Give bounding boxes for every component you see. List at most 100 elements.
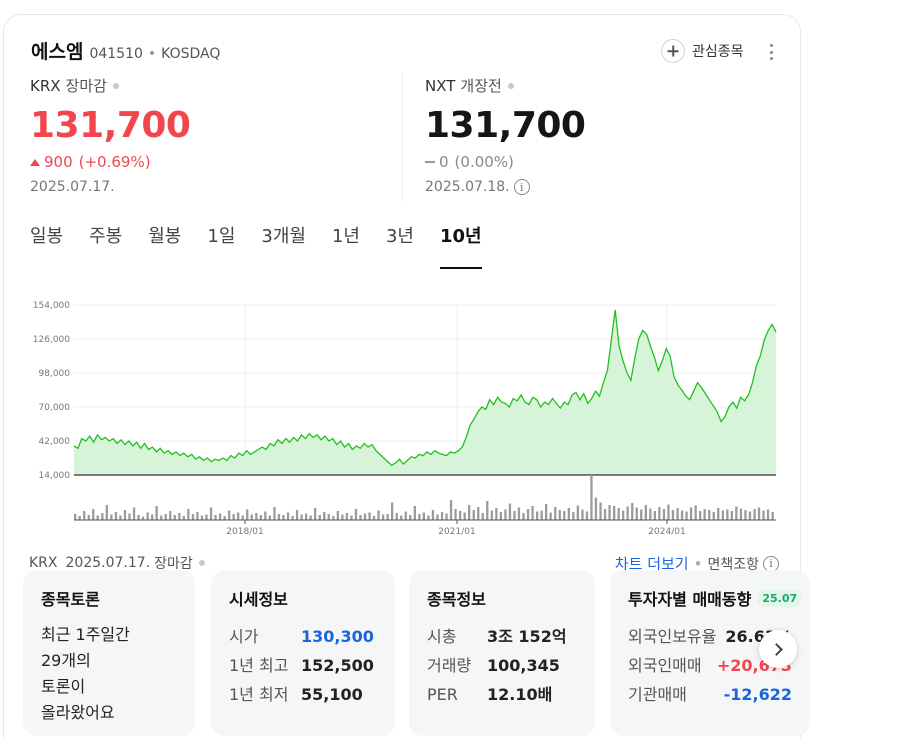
tab-weekly[interactable]: 주봉: [89, 226, 123, 247]
plus-icon: [661, 39, 685, 63]
volume-bar: [436, 514, 439, 520]
krx-quote: KRX 장마감 131,700 900 (+0.69%) 2025.07.17.: [30, 75, 191, 195]
more-chart-link[interactable]: 차트 더보기: [614, 555, 689, 573]
add-favorite-button[interactable]: 관심종목: [661, 39, 744, 63]
volume-bar: [536, 511, 539, 520]
volume-bar: [187, 509, 190, 520]
stock-info-card[interactable]: 종목정보 시총 3조 152억 거래량 100,345 PER 12.10배: [409, 570, 595, 736]
volume-bar: [495, 508, 498, 520]
nxt-date-row: 2025.07.18. i: [425, 179, 585, 195]
market-info-title: 시세정보: [229, 590, 288, 609]
chevron-right-icon: [769, 642, 783, 656]
krx-status: 장마감: [65, 77, 107, 95]
info-icon[interactable]: i: [513, 179, 530, 195]
volume-bar: [585, 511, 589, 520]
status-dot-icon: [507, 82, 514, 89]
volume-bar: [92, 509, 95, 520]
market-info-row: 시가 130,300: [229, 622, 377, 651]
tab-1day[interactable]: 1일: [207, 226, 236, 247]
volume-bar: [671, 510, 675, 520]
volume-bar: [558, 510, 561, 520]
tab-1year[interactable]: 1년: [331, 226, 360, 247]
volume-bar: [581, 509, 584, 520]
volume-bar: [119, 515, 122, 520]
volume-bar: [413, 506, 416, 520]
volume-bar: [631, 503, 634, 520]
tab-3year[interactable]: 3년: [385, 226, 414, 247]
volume-bar: [78, 516, 81, 520]
market-info-row: 1년 최고 152,500: [229, 651, 377, 680]
footer-status: 장마감: [154, 556, 193, 572]
volume-bar: [155, 506, 158, 520]
volume-bar: [549, 512, 552, 520]
volume-bar: [658, 507, 661, 520]
volume-bar: [191, 514, 195, 520]
tab-10year[interactable]: 10년: [440, 221, 482, 269]
volume-bar: [273, 507, 276, 520]
volume-bar: [404, 511, 407, 520]
separator-dot: •: [693, 554, 703, 573]
volume-bar: [87, 515, 90, 520]
disclaimer-link[interactable]: 면책조항: [707, 556, 759, 573]
volume-bar: [300, 514, 303, 520]
volume-bar: [382, 514, 385, 520]
flat-dash-icon: [425, 161, 435, 163]
volume-bar: [218, 513, 222, 520]
volume-bar: [640, 509, 643, 520]
tab-3month[interactable]: 3개월: [261, 226, 306, 247]
volume-bar: [241, 515, 244, 520]
volume-bar: [613, 506, 616, 520]
volume-bar: [617, 508, 620, 520]
discussion-card[interactable]: 종목토론 최근 1주일간 29개의 토론이 올라왔어요: [23, 570, 195, 736]
price-area: [74, 309, 776, 475]
y-tick-label: 14,000: [39, 471, 71, 481]
volume-bar: [286, 512, 290, 520]
favorite-label: 관심종목: [692, 44, 744, 60]
stock-header: 에스엠 041510 • KOSDAQ: [31, 37, 220, 64]
volume-bar: [350, 515, 353, 520]
volume-bar: [291, 516, 294, 520]
volume-bar: [504, 509, 507, 520]
volume-bar: [400, 515, 403, 520]
tab-daily[interactable]: 일봉: [30, 226, 64, 247]
volume-bar: [762, 510, 765, 520]
price-chart[interactable]: 154,000 126,000 98,000 70,000 42,000 14,000 20…: [26, 285, 778, 544]
discussion-body: 최근 1주일간 29개의 토론이 올라왔어요: [41, 622, 177, 726]
volume-bar: [572, 512, 575, 520]
volume-bar: [744, 510, 747, 520]
x-tick-label: 2024/01: [648, 527, 685, 537]
volume-bar: [599, 502, 602, 520]
stock-market: KOSDAQ: [161, 46, 221, 62]
volume-bar: [309, 515, 312, 520]
y-tick-label: 154,000: [33, 301, 70, 311]
market-info-card[interactable]: 시세정보 시가 130,300 1년 최고 152,500 1년 최저 55,100: [211, 570, 395, 736]
volume-bar: [305, 513, 308, 520]
volume-bar: [517, 507, 521, 520]
volume-bar: [114, 512, 118, 520]
volume-bar: [730, 511, 733, 520]
date-badge: 25.07: [757, 589, 803, 607]
volume-bar: [712, 512, 715, 520]
investor-row: 기관매매 -12,622: [628, 680, 792, 709]
volume-bar: [137, 515, 140, 520]
next-card-button[interactable]: [759, 630, 797, 668]
more-options-icon[interactable]: [770, 44, 774, 60]
nxt-label: NXT 개장전: [425, 75, 585, 96]
tab-monthly[interactable]: 월봉: [148, 226, 182, 247]
volume-bar: [246, 509, 249, 520]
discussion-line: 최근 1주일간: [41, 625, 130, 644]
nxt-price: 131,700: [425, 105, 586, 146]
status-dot-icon: [198, 560, 205, 566]
volume-bar: [232, 514, 235, 520]
volume-bar: [468, 505, 471, 520]
volume-bar: [141, 516, 145, 520]
footer-exchange: KRX: [29, 555, 58, 571]
volume-bar: [449, 500, 453, 520]
volume-bar: [205, 514, 208, 520]
stock-info-row: 거래량 100,345: [427, 651, 577, 680]
volume-bar: [182, 516, 185, 520]
volume-bar: [653, 511, 656, 520]
volume-bar: [395, 513, 398, 520]
row-value: -12,622: [723, 684, 792, 704]
volume-bar: [277, 514, 281, 520]
